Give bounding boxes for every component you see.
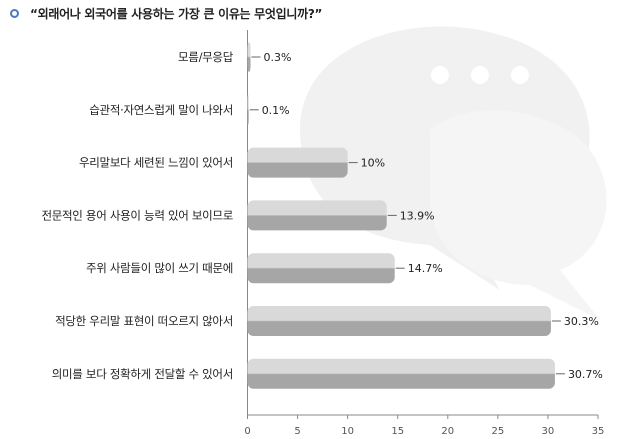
- value-label: 30.3%: [564, 315, 599, 328]
- bubble-dot-icon: [431, 66, 449, 84]
- x-tick-label: 30: [542, 426, 555, 437]
- x-tick-label: 10: [341, 426, 354, 437]
- x-tick-label: 35: [592, 426, 605, 437]
- bar: [247, 94, 249, 125]
- category-label: 주위 사람들이 많이 쓰기 때문에: [86, 261, 233, 275]
- bar: [247, 306, 551, 336]
- category-label: 전문적인 용어 사용이 능력 있어 보이므로: [41, 208, 233, 222]
- value-label: 0.3%: [264, 51, 292, 64]
- category-label: 적당한 우리말 표현이 떠오르지 않아서: [55, 314, 233, 328]
- bar: [247, 253, 395, 284]
- value-label: 10%: [361, 157, 385, 170]
- bar: [247, 358, 555, 389]
- x-tick-label: 15: [391, 426, 404, 437]
- circle-bullet-icon: [10, 8, 19, 18]
- value-label: 13.9%: [400, 209, 435, 222]
- bubble-dot-icon: [471, 66, 489, 84]
- x-tick-label: 20: [441, 426, 454, 437]
- speech-bubble-icon: [430, 110, 607, 320]
- value-label: 30.7%: [568, 368, 603, 381]
- category-label: 우리말보다 세련된 느낌이 있어서: [79, 156, 233, 170]
- value-label: 14.7%: [408, 262, 443, 275]
- category-label: 의미를 보다 정확하게 전달할 수 있어서: [52, 367, 233, 381]
- bar: [247, 147, 348, 178]
- value-label: 0.1%: [262, 104, 290, 117]
- x-tick-label: 25: [491, 426, 504, 437]
- bubble-dot-icon: [511, 66, 529, 84]
- bar: [247, 42, 251, 72]
- category-label: 습관적·자연스럽게 말이 나와서: [89, 103, 233, 117]
- bar: [247, 200, 387, 231]
- category-label: 모름/무응답: [178, 50, 234, 64]
- chart-header: “외래어나 외국어를 사용하는 가장 큰 이유는 무엇입니까?”: [10, 4, 322, 22]
- chart-title: “외래어나 외국어를 사용하는 가장 큰 이유는 무엇입니까?”: [30, 6, 323, 21]
- x-tick-label: 5: [294, 426, 300, 437]
- x-tick-label: 0: [244, 426, 250, 437]
